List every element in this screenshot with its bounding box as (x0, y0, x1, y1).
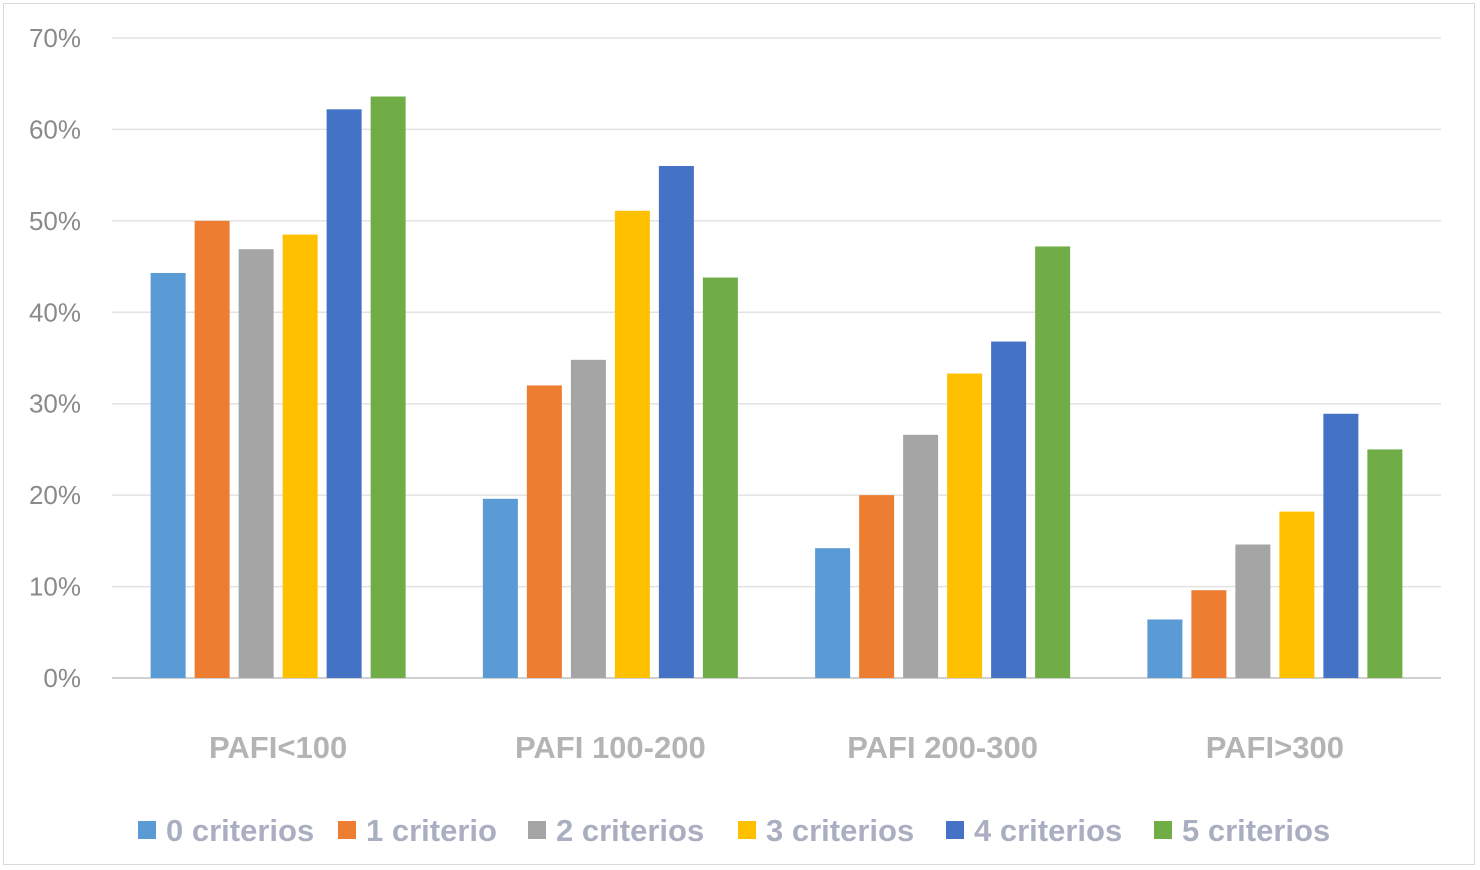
legend-label: 0 criterios (166, 813, 314, 848)
legend-swatch (338, 821, 356, 839)
bar (991, 341, 1027, 678)
legend-item: 0 criterios (138, 813, 314, 848)
bar (1191, 590, 1227, 678)
legend-item: 4 criterios (946, 813, 1122, 848)
bar (282, 234, 318, 679)
legend-label: 5 criterios (1182, 813, 1330, 848)
x-category-label: PAFI<100 (209, 730, 347, 765)
y-axis-tick-labels: 0% 10% 20% 30% 40% 50% 60% 70% (29, 23, 81, 693)
bar (903, 434, 939, 678)
y-tick-label: 20% (29, 480, 81, 510)
legend-label: 4 criterios (974, 813, 1122, 848)
y-tick-label: 0% (43, 663, 81, 693)
legend: 0 criterios 1 criterio 2 criterios 3 criter… (138, 813, 1330, 848)
legend-swatch (138, 821, 156, 839)
y-tick-label: 70% (29, 23, 81, 53)
legend-swatch (528, 821, 546, 839)
y-tick-label: 40% (29, 297, 81, 327)
y-tick-label: 50% (29, 206, 81, 236)
x-category-label: PAFI 200-300 (847, 730, 1038, 765)
x-category-label: PAFI>300 (1206, 730, 1344, 765)
y-tick-label: 30% (29, 389, 81, 419)
bar (482, 498, 518, 678)
legend-item: 3 criterios (738, 813, 914, 848)
bar (1235, 544, 1271, 678)
legend-swatch (946, 821, 964, 839)
bar (1279, 511, 1315, 678)
legend-label: 3 criterios (766, 813, 914, 848)
bar (614, 210, 650, 679)
legend-item: 5 criterios (1154, 813, 1330, 848)
bar (815, 548, 851, 678)
legend-label: 2 criterios (556, 813, 704, 848)
bar (859, 495, 895, 678)
bar (194, 220, 230, 678)
bar (1367, 449, 1403, 678)
bar (1147, 619, 1183, 678)
y-tick-label: 10% (29, 572, 81, 602)
bar (658, 166, 694, 678)
y-tick-label: 60% (29, 114, 81, 144)
bar (150, 272, 186, 678)
legend-label: 1 criterio (366, 813, 497, 848)
bar (570, 359, 606, 678)
x-axis-category-labels: PAFI<100 PAFI 100-200 PAFI 200-300 PAFI>300 (209, 730, 1344, 765)
bar (1035, 246, 1071, 678)
bars (150, 96, 1403, 679)
legend-swatch (1154, 821, 1172, 839)
chart-frame: 0% 10% 20% 30% 40% 50% 60% 70% PAFI<100 PAFI 100… (3, 3, 1475, 865)
bar (526, 385, 562, 678)
x-category-label: PAFI 100-200 (515, 730, 706, 765)
legend-swatch (738, 821, 756, 839)
bar (326, 109, 362, 679)
bar-chart: 0% 10% 20% 30% 40% 50% 60% 70% PAFI<100 PAFI 100… (29, 23, 1441, 848)
legend-item: 2 criterios (528, 813, 704, 848)
bar (370, 96, 406, 678)
bar (947, 373, 983, 678)
legend-item: 1 criterio (338, 813, 497, 848)
bar (702, 277, 738, 678)
bar (1323, 413, 1359, 678)
bar (238, 249, 274, 678)
